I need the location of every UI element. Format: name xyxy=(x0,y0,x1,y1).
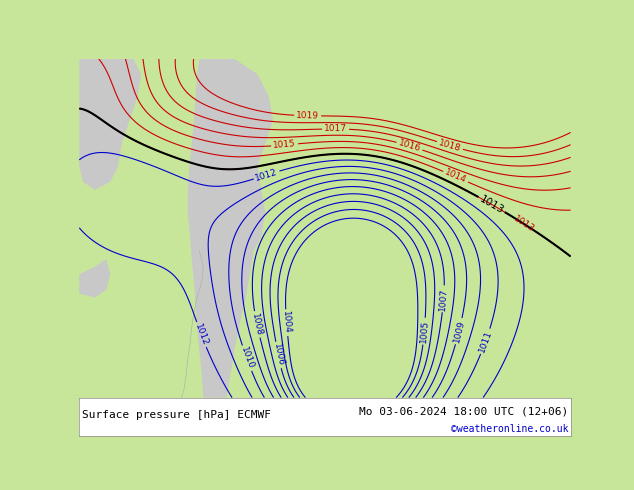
Text: 1013: 1013 xyxy=(478,194,506,216)
Text: 1018: 1018 xyxy=(437,138,462,153)
Text: 1012: 1012 xyxy=(254,167,279,183)
Text: 1007: 1007 xyxy=(438,287,449,311)
Text: 1019: 1019 xyxy=(296,111,320,121)
Text: 1016: 1016 xyxy=(398,138,422,153)
Text: 1004: 1004 xyxy=(281,311,292,335)
Text: 1014: 1014 xyxy=(443,168,468,185)
Text: Surface pressure [hPa] ECMWF: Surface pressure [hPa] ECMWF xyxy=(82,410,271,420)
Text: 1012: 1012 xyxy=(193,322,210,347)
Text: 1015: 1015 xyxy=(273,140,297,150)
Text: 1005: 1005 xyxy=(419,319,430,343)
Text: 1010: 1010 xyxy=(239,346,255,370)
Text: 1013: 1013 xyxy=(512,214,536,234)
Text: Mo 03-06-2024 18:00 UTC (12+06): Mo 03-06-2024 18:00 UTC (12+06) xyxy=(359,406,568,416)
Polygon shape xyxy=(188,59,273,397)
Text: 1017: 1017 xyxy=(324,124,347,134)
Text: 1006: 1006 xyxy=(271,343,285,367)
Text: 1009: 1009 xyxy=(452,319,466,343)
Polygon shape xyxy=(79,259,110,297)
Text: 1011: 1011 xyxy=(477,329,494,354)
Polygon shape xyxy=(79,59,141,190)
Text: ©weatheronline.co.uk: ©weatheronline.co.uk xyxy=(451,424,568,434)
Text: 1008: 1008 xyxy=(250,312,264,337)
